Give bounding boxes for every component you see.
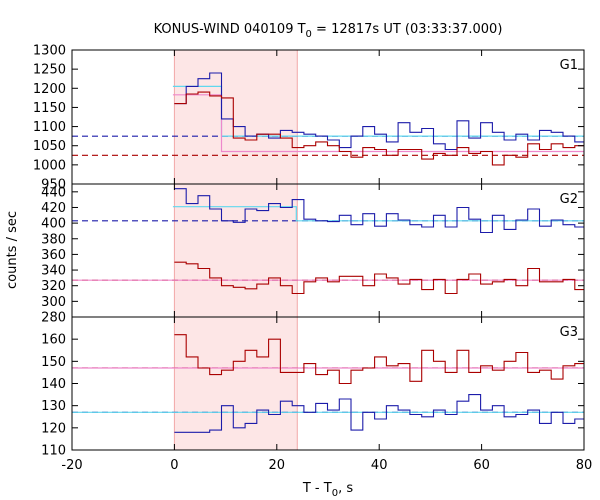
panel-data	[72, 188, 584, 295]
y-tick-label: 1100	[33, 120, 66, 135]
y-tick-label: 120	[41, 421, 66, 436]
x-tick-label: -20	[61, 458, 82, 473]
y-tick-label: 440	[41, 185, 66, 200]
y-tick-label: 280	[41, 311, 66, 326]
blue-histogram-line	[174, 394, 584, 433]
y-tick-label: 160	[41, 333, 66, 348]
y-tick-label: 1200	[33, 82, 66, 97]
y-tick-label: 420	[41, 201, 66, 216]
x-tick-label: 0	[170, 458, 178, 473]
y-tick-label: 340	[41, 264, 66, 279]
y-axis-label: counts / sec	[5, 211, 20, 289]
x-tick-label: 60	[473, 458, 490, 473]
panel-frame	[71, 49, 585, 185]
y-tick-label: 140	[41, 377, 66, 392]
shaded-interval	[174, 317, 298, 450]
red-histogram-line	[174, 91, 584, 166]
pink-model-line	[172, 94, 584, 153]
y-tick-label: 360	[41, 248, 66, 263]
panel-data	[72, 334, 584, 433]
y-tick-label: 110	[41, 444, 66, 459]
x-axis-label: T - T0, s	[302, 481, 353, 499]
y-tick-label: 130	[41, 399, 66, 414]
x-tick-label: 80	[576, 458, 593, 473]
panel-g3: 110 120 130 140 150 160 G3	[41, 316, 585, 459]
panel-frame	[71, 183, 585, 318]
y-tick-label: 300	[41, 295, 66, 310]
y-tick-label: 1250	[33, 63, 66, 78]
y-tick-label: 400	[41, 217, 66, 232]
y-tick-label: 150	[41, 355, 66, 370]
blue-histogram-line	[174, 188, 584, 234]
y-tick-label: 950	[41, 178, 66, 193]
red-histogram-line	[174, 261, 584, 295]
chart-title: KONUS-WIND 040109 T0 = 12817s UT (03:33:…	[154, 22, 503, 40]
red-histogram-line	[174, 334, 584, 385]
x-tick-label: 40	[371, 458, 388, 473]
panel-frame	[71, 316, 585, 451]
panel-data	[72, 72, 584, 166]
plot-area: 9501000105011001150120012501300G12803003…	[33, 44, 592, 474]
panel-label: G3	[560, 325, 578, 340]
panel-label: G2	[560, 192, 578, 207]
y-tick-label: 1300	[33, 44, 66, 59]
y-tick-label: 320	[41, 279, 66, 294]
panel-g1: 950 1000 1050 1100 1150 1200 1250 1300 G1	[33, 44, 585, 193]
y-tick-label: 380	[41, 232, 66, 247]
cyan-model-line	[172, 206, 584, 222]
x-tick-label: 20	[269, 458, 286, 473]
blue-histogram-line	[174, 72, 584, 151]
panel-label: G1	[560, 58, 578, 73]
shaded-interval	[174, 50, 298, 184]
y-tick-label: 1150	[33, 101, 66, 116]
y-tick-label: 1000	[33, 158, 66, 173]
y-tick-label: 1050	[33, 139, 66, 154]
